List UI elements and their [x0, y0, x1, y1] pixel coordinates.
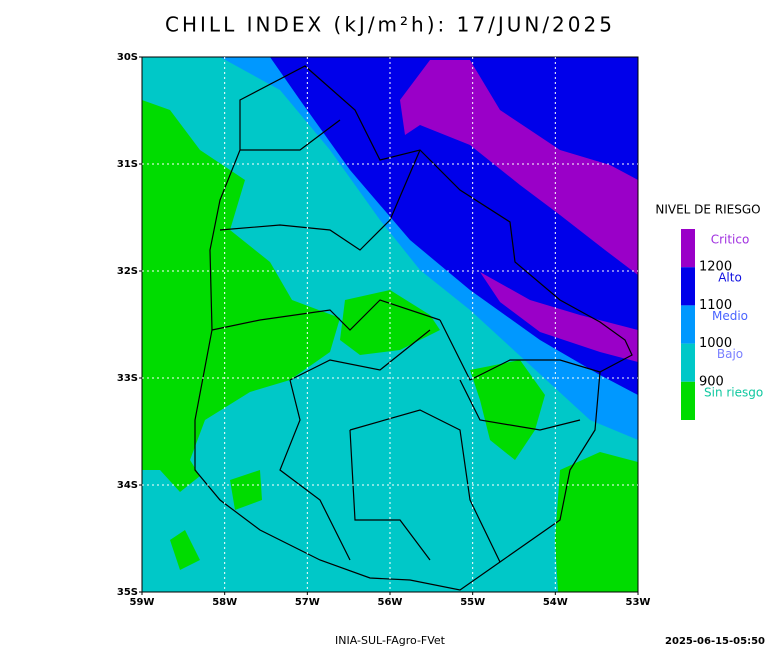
legend-class-label: Critico: [711, 233, 750, 247]
legend: NIVEL DE RIESGO Critico Alto Medio Bajo Sin …: [655, 203, 763, 420]
field-sin-riesgo: [470, 360, 545, 460]
legend-title: NIVEL DE RIESGO: [655, 203, 760, 217]
legend-swatch: [681, 343, 695, 382]
department-line: [349, 409, 501, 563]
lon-label: 59W: [130, 597, 155, 608]
field-sin-riesgo: [555, 452, 638, 592]
graticule: [142, 57, 638, 592]
field-critico: [480, 272, 638, 362]
lat-label: 34S: [117, 480, 138, 491]
lon-label: 56W: [378, 597, 403, 608]
department-line: [349, 429, 431, 561]
legend-threshold: 1200: [699, 260, 732, 275]
legend-class-label: Bajo: [717, 347, 743, 361]
department-line: [240, 119, 341, 151]
field-critico: [400, 60, 638, 275]
legend-threshold: 1000: [699, 336, 732, 351]
map-field: [142, 57, 638, 592]
department-line: [439, 319, 601, 381]
lon-label: 54W: [543, 597, 568, 608]
lat-label: 31S: [117, 159, 138, 170]
department-line: [289, 329, 431, 381]
footer-source: INIA-SUL-FAgro-FVet: [335, 634, 446, 647]
field-sin-riesgo: [170, 530, 200, 570]
lat-label: 33S: [117, 373, 138, 384]
department-line: [279, 379, 351, 561]
lat-label: 30S: [117, 52, 138, 63]
legend-swatch: [681, 381, 695, 420]
legend-threshold: 900: [699, 374, 724, 389]
legend-class-label: Medio: [712, 309, 748, 323]
lon-label: 57W: [295, 597, 320, 608]
field-sin-riesgo: [230, 470, 262, 510]
lon-label: 55W: [460, 597, 485, 608]
field-sin-riesgo: [142, 100, 340, 492]
legend-swatch: [681, 229, 695, 268]
legend-threshold: 1100: [699, 298, 732, 313]
footer-timestamp: 2025-06-15-05:50: [665, 636, 765, 647]
country-outline: [194, 65, 633, 591]
lat-label: 35S: [117, 587, 138, 598]
legend-swatch: [681, 305, 695, 344]
lon-label: 58W: [212, 597, 237, 608]
legend-swatch: [681, 267, 695, 306]
map-title: CHILL INDEX (kJ/m²h): 17/JUN/2025: [165, 13, 615, 37]
legend-class-label: Sin riesgo: [704, 385, 763, 399]
department-line: [459, 379, 581, 431]
department-line: [219, 149, 421, 251]
lat-label: 32S: [117, 266, 138, 277]
legend-class-label: Alto: [718, 271, 742, 285]
lon-label: 53W: [626, 597, 651, 608]
